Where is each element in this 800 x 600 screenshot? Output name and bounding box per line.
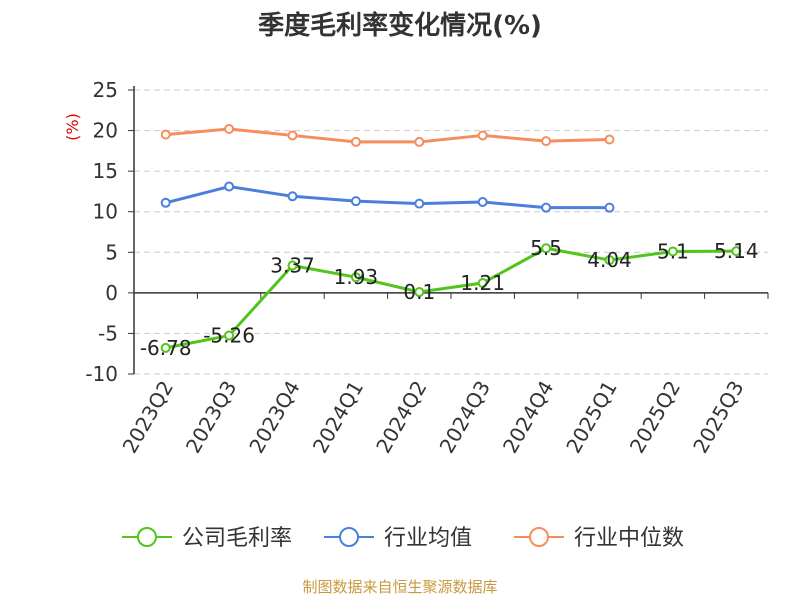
data-point xyxy=(477,196,488,207)
data-point xyxy=(414,136,425,147)
y-tick-label: 0 xyxy=(105,281,118,305)
data-point xyxy=(160,342,171,353)
data-point xyxy=(160,129,171,140)
series-line-0 xyxy=(165,246,737,350)
x-tick-label: 2024Q1 xyxy=(308,377,368,458)
y-tick-labels: 25 20 15 10 5 0 -5 -10 xyxy=(85,78,118,386)
y-tick-label: 10 xyxy=(93,200,118,224)
data-point xyxy=(541,243,552,254)
data-point xyxy=(224,330,235,341)
data-label: 3.37 xyxy=(270,254,315,278)
data-point xyxy=(667,246,678,257)
legend: 公司毛利率 行业均值 行业中位数 xyxy=(122,526,684,551)
axes xyxy=(128,86,769,375)
x-tick-label: 2025Q1 xyxy=(561,377,621,458)
y-tick-label: -5 xyxy=(98,321,118,345)
x-tick-labels: 2023Q2 2023Q3 2023Q4 2024Q1 2024Q2 2024Q3 2024… xyxy=(118,377,749,458)
data-point xyxy=(287,130,298,141)
x-tick-label: 2024Q3 xyxy=(435,377,495,458)
source-note: 制图数据来自恒生聚源数据库 xyxy=(302,578,497,596)
data-point xyxy=(414,287,425,298)
data-labels: -6.78 -5.26 3.37 1.93 0.1 1.21 5.5 4.04 5.1 5.14 xyxy=(140,236,759,360)
series-line-2 xyxy=(165,127,610,144)
data-label: 0.1 xyxy=(403,280,435,304)
x-tick-label: 2025Q3 xyxy=(688,377,748,458)
x-tick-label: 2025Q2 xyxy=(625,377,685,458)
legend-label: 公司毛利率 xyxy=(182,526,292,551)
data-point xyxy=(414,198,425,209)
data-point xyxy=(350,196,361,207)
data-point xyxy=(224,123,235,134)
series-line-1 xyxy=(165,185,610,210)
data-label: 1.21 xyxy=(460,271,505,295)
data-point xyxy=(350,136,361,147)
x-tick-label: 2024Q4 xyxy=(498,377,558,458)
data-point xyxy=(224,181,235,192)
data-label: 5.5 xyxy=(530,236,562,260)
data-point xyxy=(477,130,488,141)
y-tick-label: 25 xyxy=(93,78,118,102)
legend-marker xyxy=(339,527,359,547)
data-point xyxy=(731,246,742,257)
x-tick-label: 2024Q2 xyxy=(371,377,431,458)
data-label: 5.14 xyxy=(714,239,759,263)
x-tick-label: 2023Q4 xyxy=(244,377,304,458)
data-point xyxy=(477,278,488,289)
data-point xyxy=(160,197,171,208)
x-tick-label: 2023Q2 xyxy=(118,377,178,458)
legend-marker xyxy=(529,527,549,547)
y-tick-label: 15 xyxy=(93,159,118,183)
data-point xyxy=(604,202,615,213)
y-tick-label: 5 xyxy=(105,240,118,264)
data-label: -5.26 xyxy=(203,324,255,348)
data-point xyxy=(287,260,298,271)
series-group xyxy=(160,123,742,353)
data-label: 1.93 xyxy=(334,265,379,289)
data-point xyxy=(604,134,615,145)
legend-label: 行业中位数 xyxy=(574,526,684,551)
legend-marker xyxy=(137,527,157,547)
data-point xyxy=(541,202,552,213)
data-point xyxy=(287,191,298,202)
data-label: -6.78 xyxy=(140,336,192,360)
y-axis-unit: (%) xyxy=(63,113,82,141)
data-point xyxy=(604,255,615,266)
data-label: 5.1 xyxy=(657,239,689,263)
data-point xyxy=(541,136,552,147)
y-tick-label: -10 xyxy=(85,362,118,386)
data-label: 4.04 xyxy=(587,248,632,272)
y-tick-label: 20 xyxy=(93,119,118,143)
legend-label: 行业均值 xyxy=(384,526,472,551)
chart-title: 季度毛利率变化情况(%) xyxy=(258,10,542,41)
data-point xyxy=(350,272,361,283)
x-tick-label: 2023Q3 xyxy=(181,377,241,458)
